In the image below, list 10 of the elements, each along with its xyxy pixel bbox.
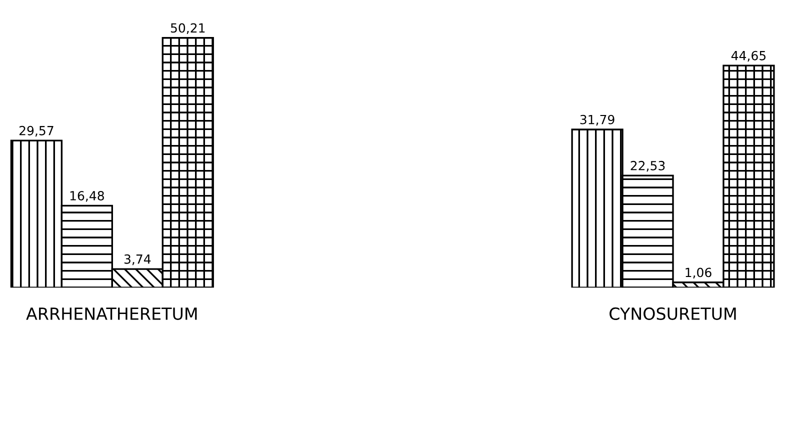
- data-label: 31,79: [580, 114, 614, 126]
- data-label: 16,48: [70, 191, 104, 202]
- data-label: 44,65: [731, 50, 766, 62]
- data-label: 22,53: [630, 160, 665, 172]
- data-label: 1,06: [686, 268, 712, 278]
- data-label: 50,21: [170, 23, 205, 34]
- x-tick-label: ARRHENATHERETUM: [26, 308, 197, 320]
- data-label: 3,74: [124, 254, 151, 266]
- x-tick-label: CYNOSURETUM: [610, 307, 736, 320]
- data-label: 29,57: [19, 126, 54, 137]
